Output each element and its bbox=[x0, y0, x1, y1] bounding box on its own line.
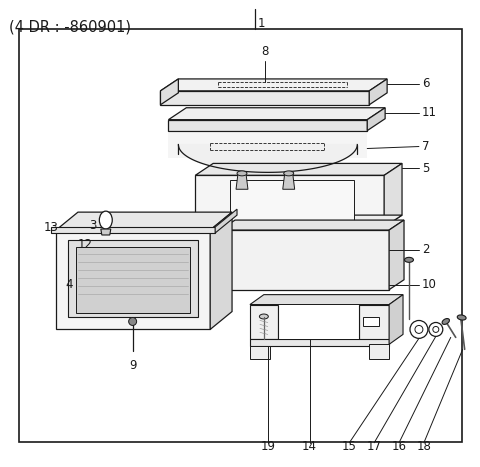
Polygon shape bbox=[250, 347, 270, 359]
Polygon shape bbox=[179, 144, 357, 172]
Polygon shape bbox=[250, 304, 278, 340]
Polygon shape bbox=[389, 220, 404, 290]
Polygon shape bbox=[360, 304, 389, 344]
Polygon shape bbox=[168, 120, 367, 131]
Polygon shape bbox=[56, 230, 210, 329]
Text: 17: 17 bbox=[367, 440, 382, 453]
Polygon shape bbox=[160, 79, 179, 105]
Text: 19: 19 bbox=[260, 440, 276, 453]
Polygon shape bbox=[278, 304, 360, 340]
Polygon shape bbox=[195, 175, 384, 227]
Text: 8: 8 bbox=[261, 45, 268, 58]
Polygon shape bbox=[168, 133, 367, 158]
Text: (4 DR : -860901): (4 DR : -860901) bbox=[10, 19, 132, 34]
Text: 7: 7 bbox=[422, 140, 430, 153]
Bar bbox=[19, 29, 462, 442]
Text: 16: 16 bbox=[392, 440, 407, 453]
Ellipse shape bbox=[237, 171, 247, 176]
Polygon shape bbox=[220, 220, 404, 230]
Polygon shape bbox=[220, 230, 389, 290]
Polygon shape bbox=[101, 229, 111, 235]
Polygon shape bbox=[160, 91, 369, 105]
Text: 1: 1 bbox=[258, 17, 265, 30]
Text: 15: 15 bbox=[342, 440, 357, 453]
Polygon shape bbox=[363, 317, 379, 326]
Circle shape bbox=[433, 326, 439, 333]
Polygon shape bbox=[236, 173, 248, 189]
Text: 12: 12 bbox=[78, 239, 93, 251]
Text: 14: 14 bbox=[302, 440, 317, 453]
Ellipse shape bbox=[457, 315, 466, 320]
Polygon shape bbox=[367, 108, 385, 131]
Polygon shape bbox=[51, 227, 215, 233]
Circle shape bbox=[429, 323, 443, 336]
Polygon shape bbox=[76, 247, 190, 312]
Polygon shape bbox=[250, 295, 403, 304]
Polygon shape bbox=[195, 163, 402, 175]
Text: 3: 3 bbox=[89, 219, 97, 232]
Circle shape bbox=[415, 325, 423, 333]
Polygon shape bbox=[250, 340, 389, 347]
Text: 2: 2 bbox=[422, 243, 430, 256]
Polygon shape bbox=[210, 212, 232, 329]
Circle shape bbox=[129, 318, 137, 325]
Polygon shape bbox=[369, 344, 389, 359]
Polygon shape bbox=[384, 163, 402, 227]
Text: 18: 18 bbox=[417, 440, 432, 453]
Polygon shape bbox=[195, 215, 402, 227]
Polygon shape bbox=[160, 79, 387, 91]
Text: 9: 9 bbox=[129, 359, 136, 372]
Ellipse shape bbox=[284, 171, 294, 176]
Ellipse shape bbox=[405, 257, 413, 262]
Polygon shape bbox=[56, 212, 232, 230]
Polygon shape bbox=[68, 240, 198, 318]
Ellipse shape bbox=[259, 314, 268, 319]
Polygon shape bbox=[283, 173, 295, 189]
Circle shape bbox=[410, 320, 428, 339]
Polygon shape bbox=[389, 295, 403, 344]
Polygon shape bbox=[230, 180, 354, 222]
Text: 10: 10 bbox=[422, 278, 437, 291]
Text: 13: 13 bbox=[43, 220, 58, 234]
Text: 4: 4 bbox=[65, 278, 73, 291]
Polygon shape bbox=[215, 209, 237, 233]
Ellipse shape bbox=[99, 211, 112, 229]
Text: 5: 5 bbox=[422, 162, 429, 175]
Ellipse shape bbox=[442, 318, 449, 325]
Polygon shape bbox=[369, 79, 387, 105]
Text: 6: 6 bbox=[422, 78, 430, 91]
Text: 11: 11 bbox=[422, 106, 437, 119]
Polygon shape bbox=[168, 108, 385, 120]
